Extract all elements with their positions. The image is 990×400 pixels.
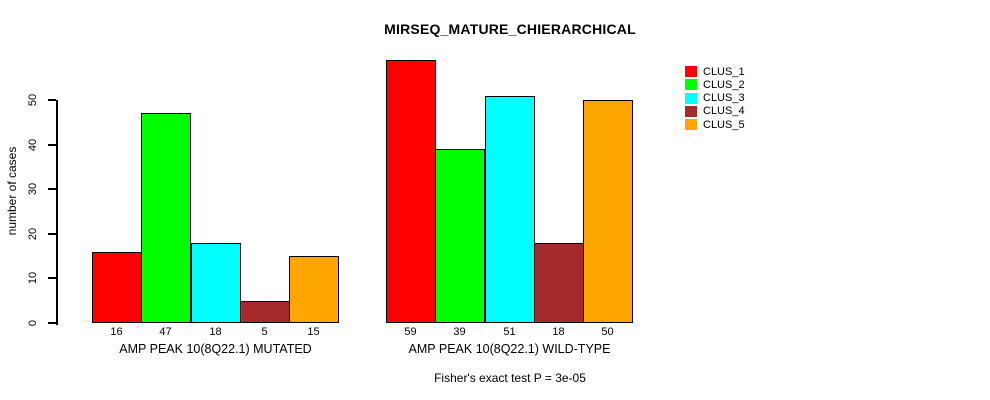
bar-clus_1-group2 [386, 60, 436, 323]
bar-value-label: 59 [404, 326, 417, 338]
y-axis-tick [48, 99, 56, 101]
legend-label-clus_5: CLUS_5 [703, 119, 745, 131]
y-axis-tick [48, 322, 56, 324]
legend-swatch-clus_1 [685, 66, 697, 77]
bar-value-label: 18 [209, 326, 222, 338]
legend-swatch-clus_4 [685, 106, 697, 117]
legend-label-clus_2: CLUS_2 [703, 79, 745, 91]
bar-clus_2-group2 [435, 149, 485, 323]
bar-clus_1-group1 [92, 252, 142, 323]
y-axis-tick [48, 277, 56, 279]
legend-swatch-clus_2 [685, 79, 697, 90]
bar-value-label: 39 [453, 326, 466, 338]
bar-value-label: 18 [552, 326, 565, 338]
y-axis-tick [48, 144, 56, 146]
legend-swatch-clus_5 [685, 119, 697, 130]
bar-value-label: 50 [601, 326, 614, 338]
y-axis-tick-label: 10 [27, 271, 39, 285]
legend-label-clus_3: CLUS_3 [703, 92, 745, 104]
group-label: AMP PEAK 10(8Q22.1) MUTATED [119, 342, 312, 356]
y-axis-tick-label: 30 [27, 182, 39, 196]
y-axis-tick-label: 20 [27, 227, 39, 241]
bar-value-label: 15 [307, 326, 320, 338]
bar-value-label: 16 [110, 326, 123, 338]
chart-title: MIRSEQ_MATURE_CHIERARCHICAL [384, 21, 636, 37]
y-axis-tick [48, 233, 56, 235]
y-axis-tick-label: 50 [27, 93, 39, 107]
bar-value-label: 47 [159, 326, 172, 338]
y-axis-tick [48, 188, 56, 190]
bar-clus_5-group2 [583, 100, 633, 323]
bar-clus_4-group1 [240, 301, 290, 323]
bar-clus_2-group1 [141, 113, 191, 323]
bar-value-label: 51 [503, 326, 516, 338]
bar-clus_3-group2 [485, 96, 535, 323]
y-axis-tick-label: 0 [27, 319, 39, 327]
y-axis-tick-label: 40 [27, 138, 39, 152]
legend-swatch-clus_3 [685, 93, 697, 104]
legend-label-clus_1: CLUS_1 [703, 66, 745, 78]
bar-clus_3-group1 [191, 243, 241, 323]
bar-clus_4-group2 [534, 243, 584, 323]
bar-clus_5-group1 [289, 256, 339, 323]
y-axis-line [56, 100, 58, 325]
group-label: AMP PEAK 10(8Q22.1) WILD-TYPE [408, 342, 611, 356]
fisher-test-note: Fisher's exact test P = 3e-05 [434, 371, 586, 385]
bar-value-label: 5 [261, 326, 268, 338]
y-axis-label: number of cases [5, 146, 19, 236]
legend-label-clus_4: CLUS_4 [703, 105, 745, 117]
